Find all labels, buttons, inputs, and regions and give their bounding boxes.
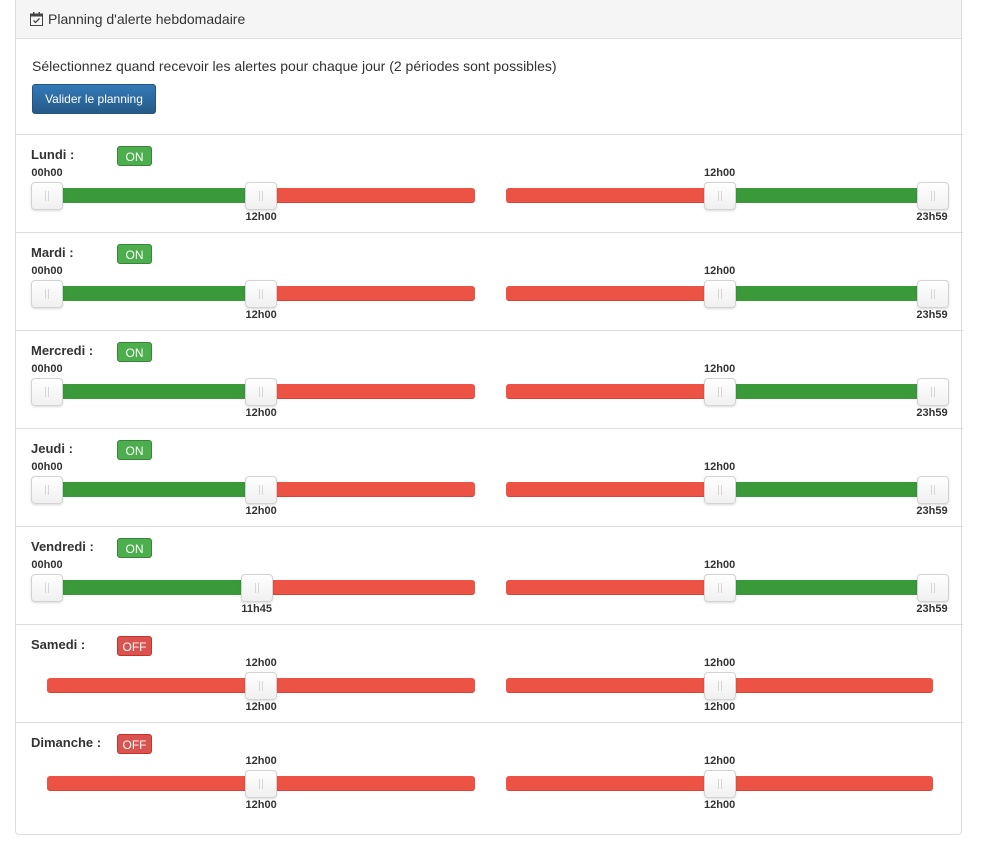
validate-schedule-button[interactable]: Valider le planning (32, 84, 156, 114)
slider-low-label: 12h00 (704, 657, 736, 669)
slider-high-label: 23h59 (916, 309, 948, 321)
calendar-check-icon (30, 12, 43, 26)
slider-handle-high[interactable] (917, 574, 949, 602)
slider-active-range (719, 482, 933, 497)
day-row-tuesday: Mardi : ON 00h00 12h00 12h00 23h59 (16, 232, 963, 330)
slider-handle-low[interactable] (31, 182, 63, 210)
slider-active-range (47, 286, 262, 301)
day-label: Lundi : (31, 147, 75, 162)
slider-handle-high[interactable] (917, 378, 949, 406)
slider-handle-high[interactable] (917, 476, 949, 504)
slider-handle-low[interactable] (703, 280, 736, 308)
slider-high-label: 12h00 (245, 505, 277, 517)
day-label: Jeudi : (31, 441, 73, 456)
slider-handle-low[interactable] (703, 672, 736, 700)
day-label: Mardi : (31, 245, 74, 260)
day-toggle[interactable]: ON (117, 440, 152, 460)
intro-text: Sélectionnez quand recevoir les alertes … (32, 58, 557, 74)
slider-high-label: 11h45 (241, 603, 272, 615)
slider-handle-high[interactable] (245, 182, 278, 210)
day-toggle[interactable]: ON (117, 538, 152, 558)
day-label: Dimanche : (31, 735, 102, 750)
day-toggle[interactable]: ON (117, 146, 152, 166)
slider-low-label: 12h00 (704, 559, 736, 571)
slider-active-range (719, 384, 933, 399)
slider-active-range (719, 188, 933, 203)
slider-low-label: 12h00 (704, 363, 736, 375)
slider-handle-low[interactable] (245, 672, 278, 700)
slider-high-label: 23h59 (916, 603, 948, 615)
slider-low-label: 12h00 (704, 265, 736, 277)
slider-handle-low[interactable] (703, 770, 736, 798)
panel-heading: Planning d'alerte hebdomadaire (16, 0, 961, 39)
slider-active-range (719, 580, 933, 595)
slider-high-label: 12h00 (245, 407, 277, 419)
slider-high-label: 12h00 (245, 799, 277, 811)
slider-high-label: 12h00 (704, 799, 736, 811)
slider-handle-high[interactable] (245, 378, 278, 406)
slider-handle-low[interactable] (31, 280, 63, 308)
slider-handle-high[interactable] (245, 280, 278, 308)
slider-high-label: 12h00 (245, 211, 277, 223)
slider-active-range (47, 188, 262, 203)
slider-low-label: 12h00 (704, 755, 736, 767)
slider-handle-low[interactable] (31, 574, 63, 602)
slider-high-label: 23h59 (916, 211, 948, 223)
slider-low-label: 00h00 (31, 265, 63, 277)
slider-high-label: 12h00 (704, 701, 736, 713)
slider-handle-low[interactable] (703, 476, 736, 504)
day-label: Vendredi : (31, 539, 94, 554)
slider-handle-low[interactable] (703, 378, 736, 406)
slider-handle-low[interactable] (31, 378, 63, 406)
day-row-wednesday: Mercredi : ON 00h00 12h00 12h00 23h59 (16, 330, 963, 428)
slider-low-label: 12h00 (245, 657, 277, 669)
day-label: Mercredi : (31, 343, 94, 358)
slider-low-label: 12h00 (704, 461, 736, 473)
slider-high-label: 12h00 (245, 701, 277, 713)
alert-schedule-panel: Planning d'alerte hebdomadaire Sélection… (15, 0, 963, 835)
slider-active-range (47, 580, 257, 595)
slider-active-range (719, 286, 933, 301)
day-toggle[interactable]: ON (117, 342, 152, 362)
slider-handle-high[interactable] (917, 280, 949, 308)
slider-low-label: 00h00 (31, 363, 63, 375)
day-row-saturday: Samedi : OFF 12h00 12h00 12h00 12h00 (16, 624, 963, 722)
day-row-sunday: Dimanche : OFF 12h00 12h00 12h00 12h00 (16, 722, 963, 820)
day-label: Samedi : (31, 637, 86, 652)
slider-handle-high[interactable] (240, 574, 273, 602)
slider-low-label: 00h00 (31, 461, 63, 473)
panel-title: Planning d'alerte hebdomadaire (48, 11, 246, 27)
day-toggle[interactable]: OFF (117, 636, 152, 656)
slider-high-label: 12h00 (245, 309, 277, 321)
slider-active-range (47, 482, 262, 497)
day-row-friday: Vendredi : ON 00h00 11h45 12h00 23h59 (16, 526, 963, 624)
day-row-thursday: Jeudi : ON 00h00 12h00 12h00 23h59 (16, 428, 963, 526)
slider-handle-low[interactable] (703, 574, 736, 602)
slider-low-label: 12h00 (245, 755, 277, 767)
slider-handle-low[interactable] (245, 770, 278, 798)
day-toggle[interactable]: ON (117, 244, 152, 264)
slider-handle-low[interactable] (31, 476, 63, 504)
slider-high-label: 23h59 (916, 505, 948, 517)
slider-handle-low[interactable] (703, 182, 736, 210)
slider-low-label: 00h00 (31, 559, 63, 571)
slider-handle-high[interactable] (917, 182, 949, 210)
slider-active-range (47, 384, 262, 399)
slider-low-label: 00h00 (31, 167, 63, 179)
day-row-monday: Lundi : ON 00h00 12h00 12h00 23h59 (16, 134, 963, 232)
slider-low-label: 12h00 (704, 167, 736, 179)
slider-handle-high[interactable] (245, 476, 278, 504)
day-toggle[interactable]: OFF (117, 734, 152, 754)
slider-high-label: 23h59 (916, 407, 948, 419)
